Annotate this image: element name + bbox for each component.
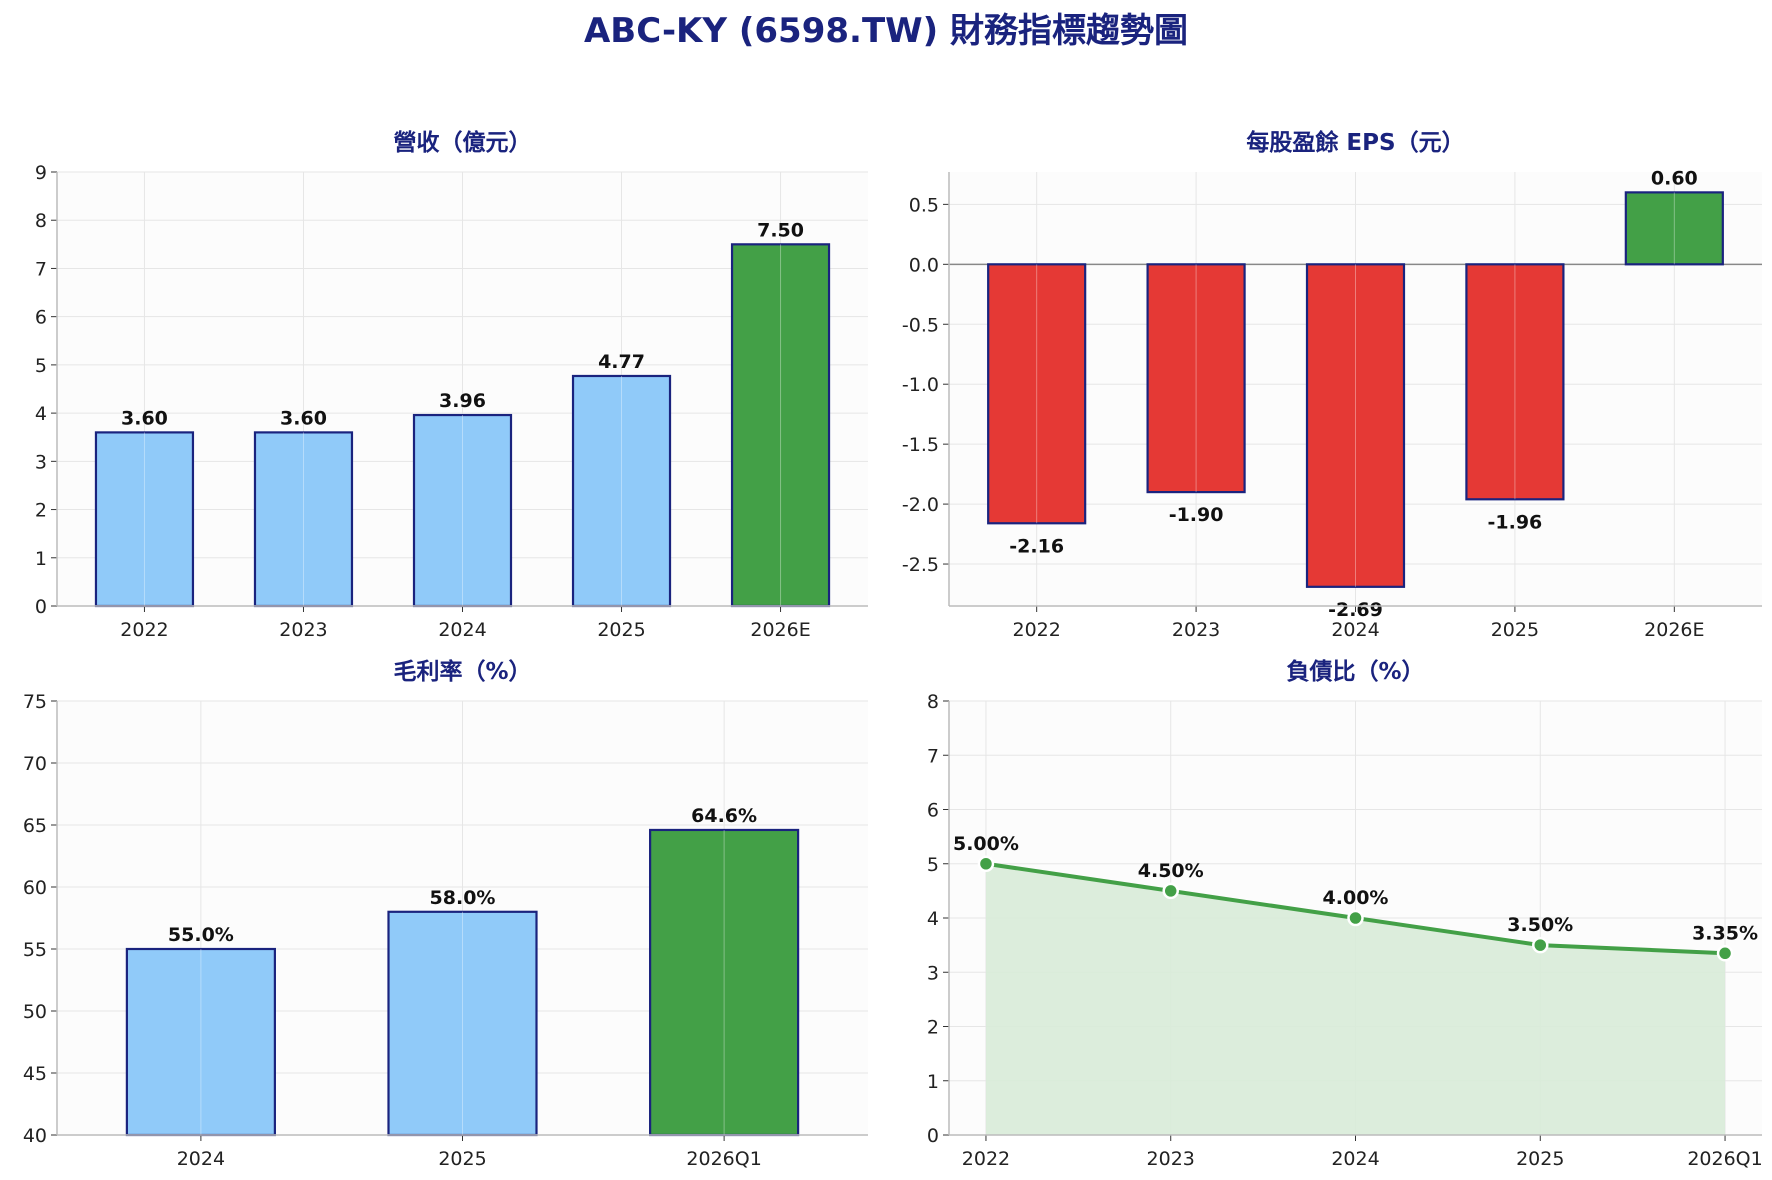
y-tick-label: 8 <box>35 210 47 232</box>
y-tick-label: 0 <box>35 596 47 618</box>
y-tick-label: 0 <box>927 1125 939 1147</box>
chart-panel-3: 毛利率（%） 40 45 50 55 60 65 70 75 55.0% 58.0% 64.6% 202… <box>23 658 868 1170</box>
x-tick-label: 2025 <box>1516 1148 1564 1170</box>
y-tick-label: 2 <box>35 500 47 522</box>
bar <box>987 263 1087 525</box>
data-label: 7.50 <box>757 219 804 241</box>
area-fill <box>985 863 1726 1135</box>
y-tick-label: 75 <box>23 691 47 713</box>
bar <box>649 828 800 1137</box>
data-label: 3.96 <box>439 390 486 412</box>
y-tick-label: 7 <box>927 745 939 767</box>
bar <box>1624 191 1724 266</box>
x-tick-label: 2024 <box>1331 619 1379 641</box>
y-tick-label: 0.0 <box>909 254 939 276</box>
bar <box>412 413 513 608</box>
y-tick-label: 2 <box>927 1017 939 1039</box>
bar <box>94 431 195 608</box>
data-point <box>1716 945 1734 962</box>
figure-title: ABC-KY (6598.TW) 財務指標趨勢圖 <box>584 11 1188 51</box>
x-tick-label: 2026E <box>750 619 810 641</box>
y-tick-label: 5 <box>927 854 939 876</box>
data-label: 3.35% <box>1692 922 1758 944</box>
panel-title: 每股盈餘 EPS（元） <box>1246 129 1464 156</box>
x-tick-label: 2023 <box>1147 1148 1195 1170</box>
data-point <box>1162 882 1179 900</box>
data-label: -2.16 <box>1009 535 1064 557</box>
y-tick-label: 1 <box>927 1071 939 1093</box>
y-tick-label: 0.5 <box>909 194 939 216</box>
x-tick-label: 2023 <box>279 619 327 641</box>
y-tick-label: -2.5 <box>902 554 939 576</box>
chart-panel-2: 每股盈餘 EPS（元） -2.5 -2.0 -1.5 -1.0 -0.5 0.0 0.5 -2.… <box>902 129 1762 641</box>
bar <box>1465 263 1565 501</box>
panel-title: 負債比（%） <box>1286 658 1424 685</box>
y-tick-label: -1.5 <box>902 434 939 456</box>
x-tick-label: 2022 <box>962 1148 1010 1170</box>
data-point <box>1347 909 1364 927</box>
y-tick-label: 9 <box>35 162 47 184</box>
panel-title: 毛利率（%） <box>393 658 531 685</box>
y-tick-label: -1.0 <box>902 374 939 396</box>
bar <box>253 431 354 608</box>
bar <box>571 374 672 608</box>
bar <box>1305 263 1406 588</box>
data-label: 3.60 <box>121 407 168 429</box>
y-tick-label: 4 <box>927 908 939 930</box>
x-tick-label: 2025 <box>1491 619 1539 641</box>
x-tick-label: 2026E <box>1644 619 1704 641</box>
y-tick-label: 6 <box>35 307 47 329</box>
y-tick-label: 8 <box>927 691 939 713</box>
y-tick-label: 65 <box>23 815 47 837</box>
data-label: -1.96 <box>1488 511 1543 533</box>
x-tick-label: 2026Q1 <box>1687 1148 1762 1170</box>
x-tick-label: 2024 <box>1331 1148 1379 1170</box>
data-label: 55.0% <box>168 924 234 946</box>
bar <box>1146 263 1246 494</box>
x-tick-label: 2026Q1 <box>686 1148 761 1170</box>
x-tick-label: 2024 <box>438 619 486 641</box>
data-label: 4.77 <box>598 351 645 373</box>
y-tick-label: 4 <box>35 403 47 425</box>
y-tick-label: -2.0 <box>902 494 939 516</box>
data-label: 58.0% <box>430 887 496 909</box>
y-tick-label: -0.5 <box>902 314 939 336</box>
data-label: 0.60 <box>1651 167 1698 189</box>
data-label: -1.90 <box>1169 504 1224 526</box>
y-tick-label: 45 <box>23 1063 47 1085</box>
x-tick-label: 2022 <box>120 619 168 641</box>
chart-panel-4: 負債比（%） 0 1 2 3 4 5 6 7 8 5.00% 4.50% 4.00% 3.50% 3.35%… <box>927 658 1763 1170</box>
x-tick-label: 2023 <box>1172 619 1220 641</box>
y-tick-label: 55 <box>23 939 47 961</box>
data-point <box>977 855 995 872</box>
chart-panel-1: 營收（億元） 0 1 2 3 4 5 6 7 8 9 3.60 3.60 3.96 4.77 7.50 2022… <box>35 129 868 641</box>
y-tick-label: 70 <box>23 753 47 775</box>
x-tick-label: 2025 <box>438 1148 486 1170</box>
y-tick-label: 3 <box>927 962 939 984</box>
x-tick-label: 2022 <box>1012 619 1060 641</box>
data-point <box>1532 936 1549 954</box>
y-tick-label: 5 <box>35 355 47 377</box>
data-label: 5.00% <box>953 833 1019 855</box>
x-tick-label: 2025 <box>597 619 645 641</box>
data-label: 4.00% <box>1323 887 1389 909</box>
y-tick-label: 50 <box>23 1001 47 1023</box>
y-tick-label: 3 <box>35 451 47 473</box>
data-label: 3.60 <box>280 407 327 429</box>
data-label: 4.50% <box>1138 860 1204 882</box>
bar <box>387 910 538 1137</box>
y-tick-label: 40 <box>23 1125 47 1147</box>
bar <box>730 243 831 608</box>
data-label: 3.50% <box>1507 914 1573 936</box>
x-tick-label: 2024 <box>177 1148 225 1170</box>
y-tick-label: 6 <box>927 800 939 822</box>
panel-title: 營收（億元） <box>394 129 532 156</box>
y-tick-label: 7 <box>35 258 47 280</box>
y-tick-label: 1 <box>35 548 47 570</box>
data-label: 64.6% <box>691 805 757 827</box>
y-tick-label: 60 <box>23 877 47 899</box>
